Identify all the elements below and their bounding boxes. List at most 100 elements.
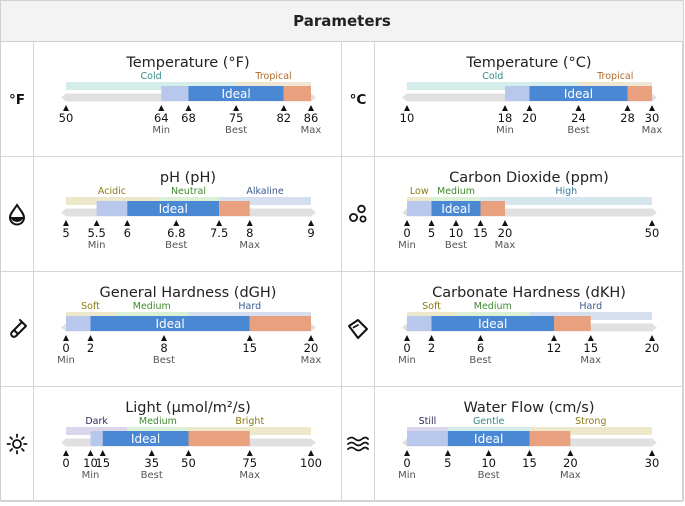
- tick-sublabel: Min: [398, 470, 416, 481]
- parameter-chart-temp-f: Temperature (°F) Cold Tropical Ideal 50 64 Min…: [34, 42, 342, 157]
- ideal-range-bar: [431, 316, 554, 331]
- tick-marker: [233, 105, 240, 111]
- tick-marker: [246, 450, 253, 456]
- tick-label: 64: [154, 111, 169, 125]
- zone-label: Acidic: [98, 186, 126, 197]
- tick-marker: [308, 450, 314, 456]
- tick-marker: [404, 105, 410, 111]
- tick-sublabel: Best: [478, 470, 500, 481]
- high-range-bar: [249, 316, 311, 331]
- tick-label: 6: [124, 226, 131, 240]
- tick-marker: [185, 105, 192, 111]
- tick-sublabel: Best: [469, 355, 491, 366]
- zone-label: Hard: [238, 301, 261, 312]
- tick-sublabel: Max: [301, 355, 322, 366]
- tick-label: 24: [571, 111, 586, 125]
- parameter-title: Carbonate Hardness (dKH): [432, 285, 626, 301]
- tick-sublabel: Best: [445, 240, 467, 251]
- zone-label: Medium: [133, 301, 171, 312]
- celsius-icon: °C: [350, 92, 367, 108]
- test-tube-icon: [10, 319, 27, 338]
- tick-marker: [63, 105, 69, 111]
- tick-label: 100: [300, 456, 322, 470]
- ideal-label: Ideal: [478, 317, 507, 331]
- icon-cell-flow: [342, 387, 375, 502]
- ideal-label: Ideal: [474, 432, 503, 446]
- svg-text:°F: °F: [9, 92, 25, 108]
- ideal-range-bar: [90, 316, 250, 331]
- bubbles-icon: [349, 204, 367, 223]
- tick-sublabel: Best: [567, 125, 589, 136]
- tick-marker: [453, 220, 459, 226]
- tick-sublabel: Max: [580, 355, 601, 366]
- low-range-bar: [96, 201, 128, 216]
- icon-cell-gh: [1, 272, 34, 387]
- zone-label: Soft: [422, 301, 441, 312]
- icon-cell-temp-f: °F: [1, 42, 34, 157]
- tick-label: 15: [95, 456, 110, 470]
- parameter-chart-gh: General Hardness (dGH) Soft Medium Hard Idea…: [34, 272, 342, 387]
- tick-marker: [502, 105, 508, 111]
- low-range-bar: [161, 86, 189, 101]
- tick-label: 6.8: [167, 226, 185, 240]
- zone-label: Medium: [139, 416, 177, 427]
- parameter-chart-kh: Carbonate Hardness (dKH) Soft Medium Hard Id…: [375, 272, 683, 387]
- ideal-range-bar: [447, 431, 530, 446]
- tick-marker: [649, 105, 655, 111]
- tick-label: 9: [307, 226, 314, 240]
- zone-label: Medium: [474, 301, 512, 312]
- low-range-bar: [407, 201, 432, 216]
- tick-marker: [477, 220, 484, 226]
- tick-label: 2: [428, 341, 435, 355]
- tick-marker: [124, 220, 131, 226]
- tick-marker: [99, 450, 106, 456]
- tick-label: 50: [59, 111, 74, 125]
- high-range-bar: [554, 316, 591, 331]
- tick-label: 15: [522, 456, 537, 470]
- tick-label: 15: [242, 341, 257, 355]
- tick-label: 30: [645, 111, 660, 125]
- parameter-title: Temperature (°C): [465, 55, 591, 71]
- tick-label: 12: [547, 341, 562, 355]
- tick-marker: [649, 220, 655, 226]
- tick-label: 18: [498, 111, 513, 125]
- tick-marker: [428, 335, 435, 341]
- parameter-title: Carbon Dioxide (ppm): [449, 170, 609, 186]
- high-range-bar: [219, 201, 250, 216]
- low-range-bar: [407, 316, 432, 331]
- tick-label: 15: [583, 341, 598, 355]
- water-drop-icon: [8, 203, 26, 226]
- tick-marker: [87, 450, 94, 456]
- tick-marker: [649, 335, 655, 341]
- tick-sublabel: Max: [495, 240, 516, 251]
- tick-label: 7.5: [210, 226, 228, 240]
- ideal-label: Ideal: [156, 317, 185, 331]
- zone-label: Neutral: [171, 186, 206, 197]
- icon-cell-light: [1, 387, 34, 502]
- zone-label: Still: [419, 416, 437, 427]
- tick-marker: [173, 220, 180, 226]
- tick-marker: [526, 450, 533, 456]
- zone-label: Tropical: [254, 71, 291, 82]
- ideal-label: Ideal: [131, 432, 160, 446]
- tick-label: 50: [181, 456, 196, 470]
- zone-label: Alkaline: [246, 186, 284, 197]
- tick-marker: [404, 335, 410, 341]
- tick-label: 20: [645, 341, 660, 355]
- tick-marker: [404, 220, 410, 226]
- tick-sublabel: Min: [152, 125, 170, 136]
- tick-marker: [624, 105, 631, 111]
- tick-sublabel: Max: [560, 470, 581, 481]
- tick-label: 75: [242, 456, 257, 470]
- ideal-label: Ideal: [564, 87, 593, 101]
- tick-marker: [587, 335, 594, 341]
- zone-label: Soft: [81, 301, 100, 312]
- low-range-bar: [90, 431, 103, 446]
- tick-sublabel: Best: [141, 470, 163, 481]
- tick-marker: [308, 220, 314, 226]
- tick-label: 20: [498, 226, 513, 240]
- zone-label: Cold: [482, 71, 503, 82]
